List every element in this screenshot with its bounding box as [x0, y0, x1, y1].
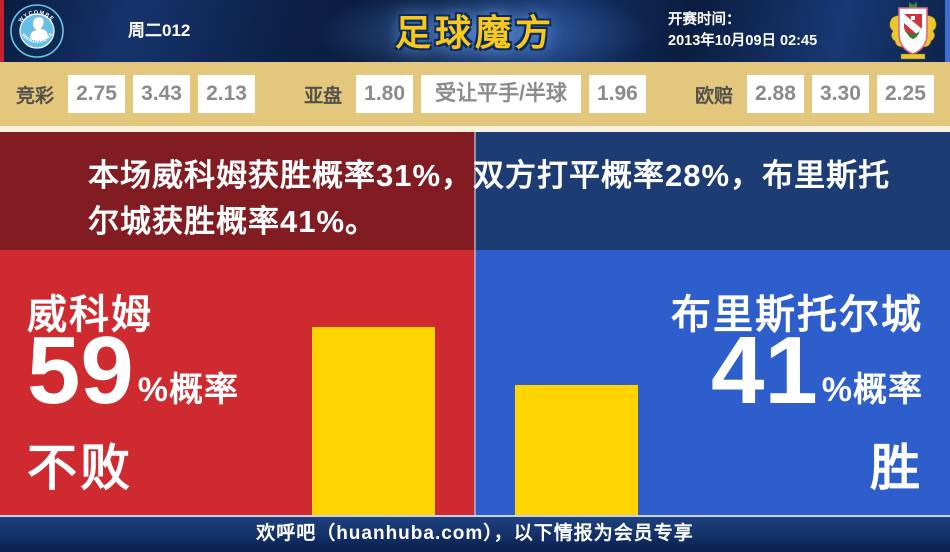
summary-line-1: 本场威科姆获胜概率31%，双方打平概率28%，布里斯托	[88, 158, 891, 193]
prediction-summary: 本场威科姆获胜概率31%，双方打平概率28%，布里斯托 尔城获胜概率41%。	[88, 153, 898, 245]
right-blue-accent	[945, 0, 950, 62]
prediction-area: 本场威科姆获胜概率31%，双方打平概率28%，布里斯托 尔城获胜概率41%。 威…	[0, 132, 950, 515]
away-percent-suffix: %概率	[821, 371, 923, 409]
yapan-handicap: 受让平手/半球	[421, 75, 581, 113]
away-probability: 41 %概率	[710, 317, 923, 424]
yapan-away-odds: 1.96	[588, 75, 646, 113]
oupei-away-odds: 2.25	[876, 75, 934, 113]
footer-bar: 欢呼吧（huanhuba.com），以下情报为会员专享	[0, 515, 950, 552]
oupei-home-odds: 2.88	[746, 75, 804, 113]
odds-bar-separator	[0, 126, 950, 132]
left-red-accent	[0, 0, 4, 62]
odds-group-yapan: 亚盘 1.80 受让平手/半球 1.96	[304, 75, 646, 113]
home-percent-value: 59	[27, 317, 134, 424]
kickoff-datetime: 2013年10月09日 02:45	[668, 33, 818, 49]
match-number-label: 周二012	[128, 21, 191, 40]
home-probability: 59 %概率	[27, 317, 240, 424]
oupei-label: 欧赔	[694, 85, 733, 107]
header-bar: WYCOMBE WANDERERS 周二012 足球魔方 开赛时间： 2013年…	[0, 0, 950, 62]
home-team-name: 威科姆	[27, 293, 153, 337]
jingcai-label: 竞彩	[16, 85, 55, 107]
footer-text: 欢呼吧（huanhuba.com），以下情报为会员专享	[256, 523, 694, 544]
summary-band-away-bg	[475, 132, 950, 250]
summary-band	[0, 132, 950, 250]
yapan-home-odds: 1.80	[356, 75, 414, 113]
yapan-label: 亚盘	[304, 85, 343, 107]
jingcai-home-odds: 2.75	[68, 75, 126, 113]
home-team-crest-icon: WYCOMBE WANDERERS	[10, 4, 64, 58]
summary-line-2: 尔城获胜概率41%。	[88, 204, 378, 239]
kickoff-label: 开赛时间：	[668, 12, 741, 28]
away-team-crest-icon	[889, 2, 937, 60]
jingcai-draw-odds: 3.43	[133, 75, 191, 113]
jingcai-away-odds: 2.13	[198, 75, 256, 113]
panel-divider	[474, 132, 476, 515]
away-outcome-label: 胜	[870, 440, 923, 496]
away-percent-value: 41	[710, 317, 818, 424]
summary-band-home-bg	[0, 132, 475, 250]
home-percent-suffix: %概率	[137, 371, 240, 409]
away-probability-bar	[515, 385, 638, 515]
away-team-name: 布里斯托尔城	[671, 293, 923, 337]
odds-bar: 竞彩 2.75 3.43 2.13 亚盘 1.80 受让平手/半球 1.96 欧…	[0, 62, 950, 126]
home-outcome-label: 不败	[27, 440, 133, 496]
oupei-draw-odds: 3.30	[811, 75, 869, 113]
kickoff-time-block: 开赛时间： 2013年10月09日 02:45	[668, 10, 817, 52]
site-logo: 足球魔方	[394, 11, 556, 53]
home-probability-bar	[312, 327, 435, 515]
odds-group-jingcai: 竞彩 2.75 3.43 2.13	[16, 75, 256, 113]
odds-group-oupei: 欧赔 2.88 3.30 2.25	[695, 75, 934, 113]
